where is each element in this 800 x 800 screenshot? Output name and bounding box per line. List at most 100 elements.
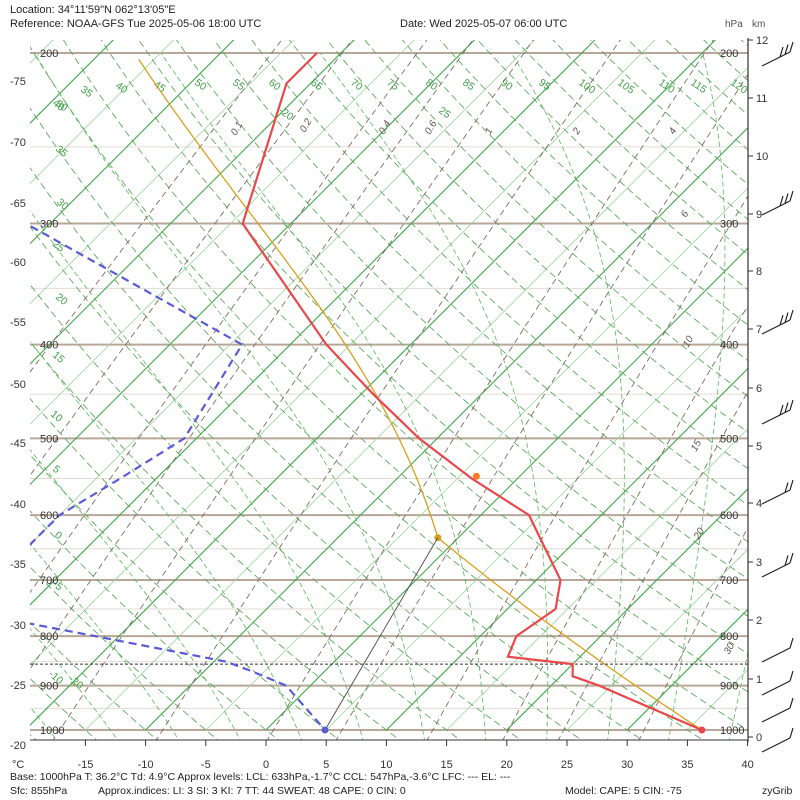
mixing-ratio-label: 20 [692,526,708,542]
pressure-label-left: 200 [40,48,58,60]
wind-barb-feather [784,402,789,413]
x-axis-tick-label: 5 [323,759,329,771]
mixing-ratio-line [52,40,534,740]
dry-adiabat [30,622,158,740]
dewpoint-mixing-guide [324,537,439,731]
isotherm [30,40,716,726]
isotherm [30,40,536,546]
moist-adiabat [30,543,180,740]
wind-barb-shaft [761,200,791,216]
km-tick-label: 7 [756,324,762,336]
mixing-ratio-label: 10 [681,334,696,350]
x-axis-tick-label: 35 [681,759,693,771]
mixing-ratio-line [502,304,748,740]
isotherm [30,40,476,486]
left-temp-label: -35 [10,559,26,571]
mixing-ratio-line [557,390,748,740]
wind-barb-feather [789,727,794,739]
dry-adiabat-label: 25 [436,105,453,122]
dry-adiabat-label: 55 [230,77,247,94]
wind-barb-feather [779,46,784,58]
pressure-label-right: 300 [720,219,738,231]
mixing-ratio-label: 30 [722,641,737,657]
pressure-label-right: 900 [720,681,738,693]
pressure-label-left: 500 [40,433,58,445]
dry-adiabat [590,40,748,186]
left-temp-label: -20 [10,740,26,752]
left-temp-label: -60 [10,257,26,269]
moist-adiabat [668,52,726,740]
wind-barb-feather [779,195,784,207]
wind-barb-shaft [761,707,791,723]
left-temp-label: -70 [10,137,26,149]
isotherm [30,40,295,305]
footer-model-cape: Model: CAPE: 5 CIN: -75 [565,785,682,797]
wind-barb-feather [789,309,794,321]
wind-barb-shaft [761,319,791,335]
pressure-label-left: 800 [40,631,58,643]
moist-adiabat [30,340,302,740]
moist-adiabat-label: -15 [46,736,65,755]
left-temp-label: -75 [10,76,26,88]
mixing-ratio-label: 0.1 [229,120,245,138]
mixing-ratio-line [155,40,621,740]
reference-label: Reference: NOAA-GFS Tue 2025-05-06 18:00… [10,18,262,30]
wind-barb-feather [784,312,789,323]
mixing-ratio-label: 0.6 [423,119,440,137]
wind-barb-feather [784,482,789,493]
dry-adiabat [30,46,748,731]
mixing-ratio-label: 4 [667,126,680,137]
dry-adiabat [30,341,462,740]
isotherm [325,307,748,731]
pressure-label-right: 1000 [720,725,744,737]
wind-barb-feather [789,670,794,682]
mixing-ratio-label: 15 [689,438,704,454]
wind-barb-feather [779,314,784,326]
dry-adiabat-label: 60 [266,77,283,94]
moist-adiabat [30,449,241,740]
km-tick-label: 12 [756,35,768,47]
dry-adiabat-label: 70 [348,77,365,94]
isotherm [30,40,596,606]
wind-barb-shaft [761,562,791,578]
wind-barb-feather [789,41,794,53]
dry-adiabat [30,510,280,740]
x-axis-unit: °C [12,759,24,771]
km-tick-label: 0 [756,732,762,744]
isotherm [566,548,748,731]
dry-adiabat-label: 95 [536,77,553,94]
dry-adiabat [326,40,748,433]
left-temp-label: -65 [10,198,26,210]
isotherm [30,40,355,365]
km-tick-label: 9 [756,209,762,221]
mixing-ratio-label: 0.4 [377,119,394,137]
temperature-surface-marker [698,726,706,734]
isotherm [30,40,114,124]
mixing-ratio-line [638,526,748,740]
pressure-label-left: 400 [40,340,58,352]
moist-adiabat [0,53,5,751]
dry-adiabat [213,40,748,543]
dry-adiabat [251,40,748,506]
wind-barb-feather [784,193,789,204]
mixing-ratio-line [426,195,748,740]
dry-adiabat [364,40,748,397]
dry-adiabat [30,107,704,740]
dry-adiabat-label: 110 [656,77,677,97]
dry-adiabat [288,40,748,470]
dry-adiabat [30,283,522,740]
isotherm [30,40,235,245]
wind-barb-feather [789,697,794,709]
left-temp-label: -25 [10,680,26,692]
footer-base-info: Base: 1000hPa T: 36.2°C Td: 4.9°C Approx… [10,771,511,783]
moist-adiabat [510,52,625,740]
wind-barb-feather [784,44,789,55]
wind-barb-feather [789,637,794,649]
pressure-label-right: 800 [720,631,738,643]
km-tick-label: 10 [756,151,768,163]
pressure-label-right: 400 [720,340,738,352]
mixing-ratio-line [335,73,748,740]
dry-adiabat [30,167,643,740]
isotherm [85,66,748,731]
x-axis-tick-label: 30 [621,759,633,771]
